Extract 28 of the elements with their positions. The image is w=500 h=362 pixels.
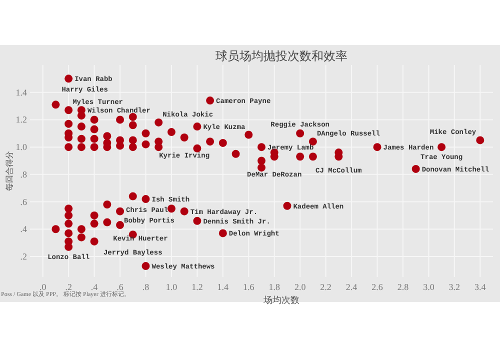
y-tick-label: 1.2	[16, 114, 27, 125]
x-axis-title: 场均次数	[262, 295, 300, 305]
y-tick-label: 1.4	[16, 87, 28, 98]
x-tick-label: .4	[90, 282, 98, 292]
x-tick-label: 1.4	[217, 282, 230, 292]
x-tick-label: 2.8	[397, 282, 410, 292]
y-tick-label: 1.0	[16, 142, 28, 152]
y-tick-label: .8	[20, 169, 28, 180]
chart-title: 球员场均抛投次数和效率	[216, 49, 348, 63]
x-tick-label: 1.8	[268, 282, 280, 292]
x-tick-label: .6	[116, 282, 124, 292]
x-tick-label: 1.6	[243, 282, 255, 292]
x-tick-label: 3.4	[474, 282, 486, 292]
x-tick-label: 2.2	[320, 282, 332, 292]
y-axis-title: 每回合得分	[5, 151, 14, 191]
x-tick-label: 2.4	[346, 282, 358, 292]
x-tick-label: .8	[142, 282, 150, 292]
x-tick-label: 3.2	[448, 282, 460, 292]
x-tick-label: 2.0	[294, 282, 306, 292]
y-tick-label: .6	[20, 196, 28, 207]
x-tick-label: .2	[65, 282, 72, 292]
x-tick-label: 1.0	[166, 282, 178, 292]
x-tick-label: 3.0	[423, 282, 435, 292]
y-tick-label: .2	[20, 251, 27, 262]
y-tick-label: .4	[20, 224, 28, 234]
x-tick-label: .0	[39, 282, 47, 292]
x-tick-label: 1.2	[192, 282, 203, 292]
x-tick-label: 2.6	[372, 282, 384, 292]
